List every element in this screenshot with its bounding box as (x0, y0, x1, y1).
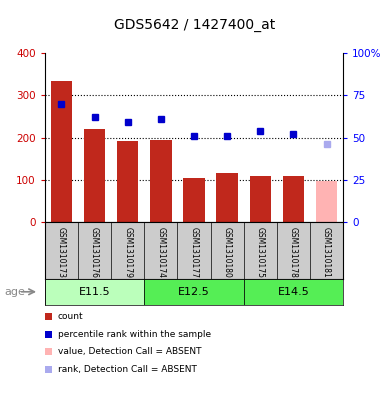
Text: GSM1310173: GSM1310173 (57, 227, 66, 277)
Text: E14.5: E14.5 (278, 287, 309, 297)
Text: E12.5: E12.5 (178, 287, 210, 297)
Bar (45, 279, 144, 305)
Text: E11.5: E11.5 (79, 287, 110, 297)
Text: GSM1310180: GSM1310180 (223, 227, 232, 277)
Bar (84, 129, 105, 222)
Bar (283, 176, 304, 222)
Text: GSM1310179: GSM1310179 (123, 227, 132, 277)
Text: percentile rank within the sample: percentile rank within the sample (58, 330, 211, 338)
Text: rank, Detection Call = ABSENT: rank, Detection Call = ABSENT (58, 365, 197, 374)
Bar (183, 178, 205, 222)
Text: GSM1310174: GSM1310174 (156, 227, 165, 277)
Text: value, Detection Call = ABSENT: value, Detection Call = ABSENT (58, 347, 201, 356)
Bar (51, 81, 72, 222)
Bar (216, 173, 238, 222)
Bar (117, 141, 138, 222)
Bar (250, 176, 271, 222)
Text: GSM1310181: GSM1310181 (322, 227, 331, 277)
Bar (316, 181, 337, 222)
Bar (150, 140, 172, 222)
Text: GSM1310175: GSM1310175 (256, 227, 265, 277)
Text: GSM1310176: GSM1310176 (90, 227, 99, 277)
Bar (144, 279, 244, 305)
Text: GSM1310177: GSM1310177 (190, 227, 199, 277)
Text: GDS5642 / 1427400_at: GDS5642 / 1427400_at (114, 18, 276, 32)
Text: age: age (4, 287, 25, 297)
Text: GSM1310178: GSM1310178 (289, 227, 298, 277)
Text: count: count (58, 312, 83, 321)
Bar (244, 279, 343, 305)
